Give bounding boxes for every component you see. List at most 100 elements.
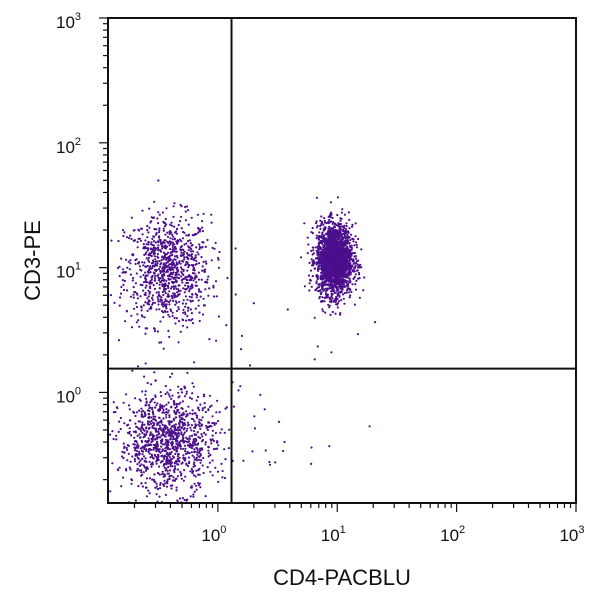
event-point — [315, 280, 318, 283]
event-point — [329, 272, 332, 275]
event-point — [134, 414, 137, 418]
event-point — [352, 260, 355, 263]
event-point — [194, 307, 197, 310]
event-point — [180, 240, 183, 243]
event-point — [180, 413, 183, 416]
event-point — [139, 275, 142, 278]
event-point — [142, 247, 145, 250]
event-point — [322, 310, 325, 313]
event-point — [179, 388, 182, 391]
event-point — [148, 292, 151, 295]
event-point — [354, 255, 357, 258]
event-point — [263, 408, 266, 411]
event-point — [182, 437, 185, 440]
event-point — [198, 409, 201, 412]
event-point — [151, 437, 154, 440]
event-point — [135, 321, 138, 324]
event-point — [307, 274, 311, 277]
event-point — [171, 245, 174, 248]
event-point — [164, 284, 167, 287]
event-point — [328, 229, 332, 232]
event-point — [197, 253, 200, 256]
event-point — [201, 230, 204, 233]
event-point — [191, 250, 195, 253]
event-point — [339, 231, 342, 234]
event-point — [156, 436, 159, 439]
event-point — [173, 292, 176, 295]
event-point — [213, 423, 216, 426]
event-point — [325, 250, 328, 253]
event-point — [320, 267, 323, 270]
event-point — [167, 300, 171, 304]
event-point — [203, 395, 206, 398]
event-point — [175, 287, 178, 290]
event-point — [207, 294, 210, 297]
event-point — [322, 283, 325, 286]
event-point — [309, 278, 312, 281]
event-point — [317, 247, 320, 250]
event-point — [329, 256, 332, 259]
event-point — [331, 293, 334, 296]
event-point — [184, 210, 187, 213]
event-point — [143, 375, 146, 378]
event-point — [142, 264, 145, 267]
event-point — [161, 283, 164, 286]
event-point — [197, 473, 200, 476]
event-point — [204, 288, 207, 291]
event-point — [148, 303, 151, 306]
event-point — [167, 454, 170, 457]
event-point — [164, 264, 167, 267]
event-point — [136, 449, 139, 453]
event-point — [181, 302, 184, 305]
event-point — [125, 446, 128, 449]
event-point — [175, 254, 178, 257]
event-point — [161, 411, 164, 414]
event-point — [186, 281, 189, 284]
event-point — [167, 401, 170, 404]
event-point — [167, 420, 170, 423]
event-point — [179, 439, 182, 443]
event-point — [144, 427, 148, 430]
event-point — [171, 440, 174, 443]
event-point — [331, 247, 334, 250]
event-point — [146, 441, 149, 444]
event-point — [117, 469, 120, 472]
event-point — [172, 292, 175, 295]
event-point — [115, 434, 118, 437]
event-point — [179, 266, 183, 269]
event-point — [151, 301, 155, 304]
event-point — [169, 375, 172, 379]
event-point — [141, 453, 144, 456]
event-point — [193, 461, 196, 464]
event-point — [164, 217, 167, 221]
event-point — [150, 278, 153, 281]
event-point — [122, 442, 125, 445]
y-tick-label: 103 — [56, 11, 81, 32]
event-point — [343, 213, 346, 216]
event-point — [195, 416, 199, 419]
event-point — [138, 265, 141, 268]
event-point — [143, 466, 147, 469]
event-point — [172, 281, 176, 284]
event-point — [142, 281, 146, 284]
event-point — [175, 442, 178, 445]
event-point — [157, 300, 160, 303]
event-point — [166, 447, 170, 450]
event-point — [187, 209, 190, 212]
event-point — [144, 280, 147, 284]
event-point — [324, 287, 327, 290]
event-point — [182, 311, 185, 314]
event-point — [144, 278, 147, 282]
event-point — [158, 421, 161, 424]
event-point — [311, 226, 314, 230]
event-point — [202, 393, 205, 396]
event-point — [184, 449, 187, 453]
event-point — [340, 211, 343, 214]
event-point — [171, 431, 174, 434]
event-point — [315, 257, 318, 260]
event-point — [346, 233, 349, 236]
event-point — [203, 270, 206, 273]
event-point — [173, 225, 176, 228]
event-point — [148, 439, 151, 442]
